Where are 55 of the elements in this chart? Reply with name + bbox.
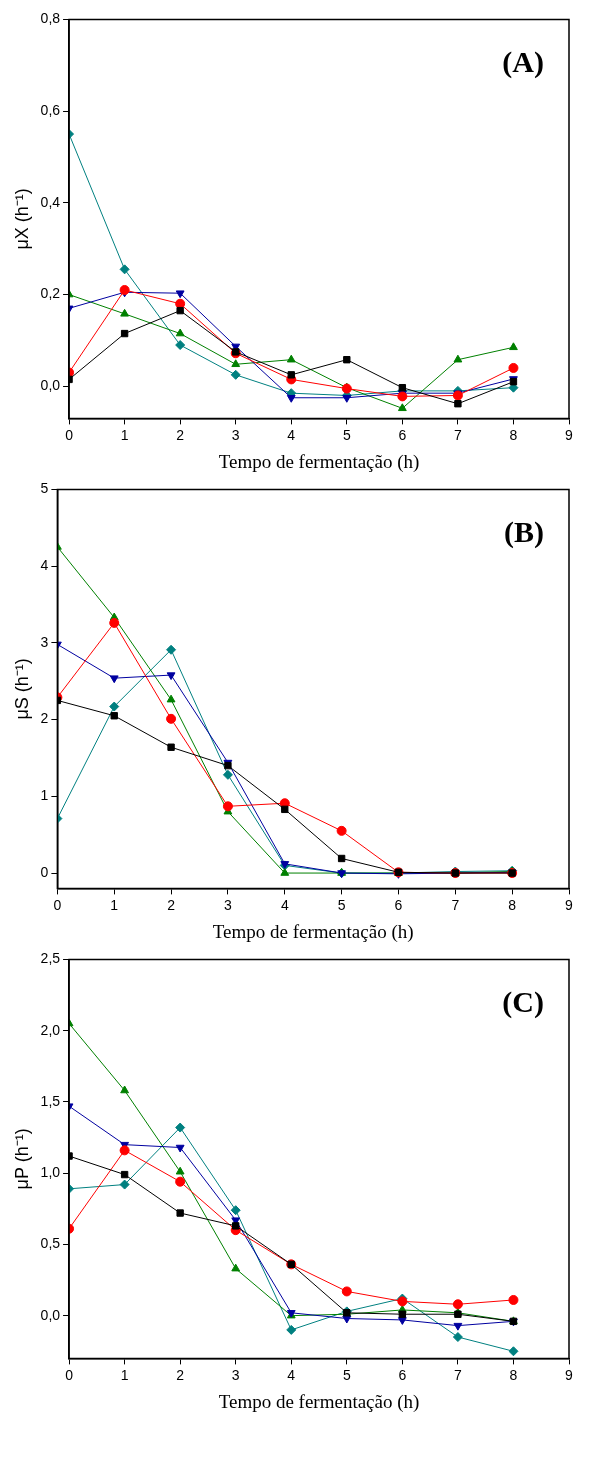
y-tick-label: 0,0 bbox=[40, 1306, 61, 1323]
x-tick-label: 6 bbox=[398, 426, 407, 443]
x-tick-label: 6 bbox=[398, 1366, 407, 1383]
y-tick-label: 1 bbox=[40, 787, 49, 804]
x-tick-label: 1 bbox=[120, 1366, 129, 1383]
y-tick-label: 5 bbox=[40, 480, 49, 497]
x-tick-label: 5 bbox=[337, 896, 346, 913]
y-tick-label: 1,5 bbox=[40, 1092, 61, 1109]
x-tick-label: 6 bbox=[394, 896, 403, 913]
x-tick-label: 4 bbox=[280, 896, 289, 913]
x-tick-label: 3 bbox=[224, 896, 233, 913]
y-tick-label: 0,0 bbox=[40, 377, 61, 394]
x-tick-label: 1 bbox=[110, 896, 119, 913]
y-axis-title: μP (h⁻¹) bbox=[11, 1128, 32, 1190]
y-tick-label: 1,0 bbox=[40, 1164, 61, 1181]
y-tick-label: 4 bbox=[40, 556, 49, 573]
x-tick-label: 5 bbox=[342, 1366, 351, 1383]
y-tick-label: 3 bbox=[40, 633, 49, 650]
y-tick-label: 0,4 bbox=[40, 193, 61, 210]
x-tick-label: 7 bbox=[454, 1366, 462, 1383]
x-tick-label: 2 bbox=[176, 426, 185, 443]
annotation: (B) bbox=[504, 515, 544, 550]
x-tick-label: 2 bbox=[176, 1366, 185, 1383]
x-tick-label: 9 bbox=[565, 896, 574, 913]
x-tick-label: 0 bbox=[65, 426, 74, 443]
x-tick-label: 3 bbox=[231, 1366, 240, 1383]
x-tick-label: 5 bbox=[342, 426, 351, 443]
y-tick-label: 2,0 bbox=[40, 1021, 61, 1038]
x-tick-label: 9 bbox=[565, 1366, 574, 1383]
y-tick-label: 2,5 bbox=[40, 950, 61, 967]
x-tick-label: 0 bbox=[65, 1366, 74, 1383]
x-tick-label: 3 bbox=[231, 426, 240, 443]
y-tick-label: 0,5 bbox=[40, 1235, 61, 1252]
annotation: (C) bbox=[502, 985, 544, 1020]
y-tick-label: 0 bbox=[40, 863, 49, 880]
x-axis-title: Tempo de fermentação (h) bbox=[212, 920, 414, 943]
x-tick-label: 8 bbox=[508, 896, 517, 913]
y-axis-title: μX (h⁻¹) bbox=[11, 188, 32, 250]
x-tick-label: 4 bbox=[287, 1366, 296, 1383]
x-axis-title: Tempo de fermentação (h) bbox=[218, 1390, 420, 1413]
y-tick-label: 0,8 bbox=[40, 10, 61, 27]
x-tick-label: 7 bbox=[451, 896, 460, 913]
y-axis-title: μS (h⁻¹) bbox=[11, 658, 32, 720]
annotation: (A) bbox=[502, 45, 544, 80]
x-tick-label: 8 bbox=[509, 1366, 518, 1383]
x-tick-label: 8 bbox=[509, 426, 518, 443]
x-tick-label: 1 bbox=[120, 426, 129, 443]
x-tick-label: 4 bbox=[287, 426, 296, 443]
x-tick-label: 7 bbox=[454, 426, 462, 443]
y-tick-label: 0,2 bbox=[40, 285, 61, 302]
x-tick-label: 9 bbox=[565, 426, 574, 443]
y-tick-label: 2 bbox=[40, 710, 49, 727]
y-tick-label: 0,6 bbox=[40, 101, 61, 118]
x-tick-label: 2 bbox=[167, 896, 176, 913]
x-axis-title: Tempo de fermentação (h) bbox=[218, 450, 420, 473]
